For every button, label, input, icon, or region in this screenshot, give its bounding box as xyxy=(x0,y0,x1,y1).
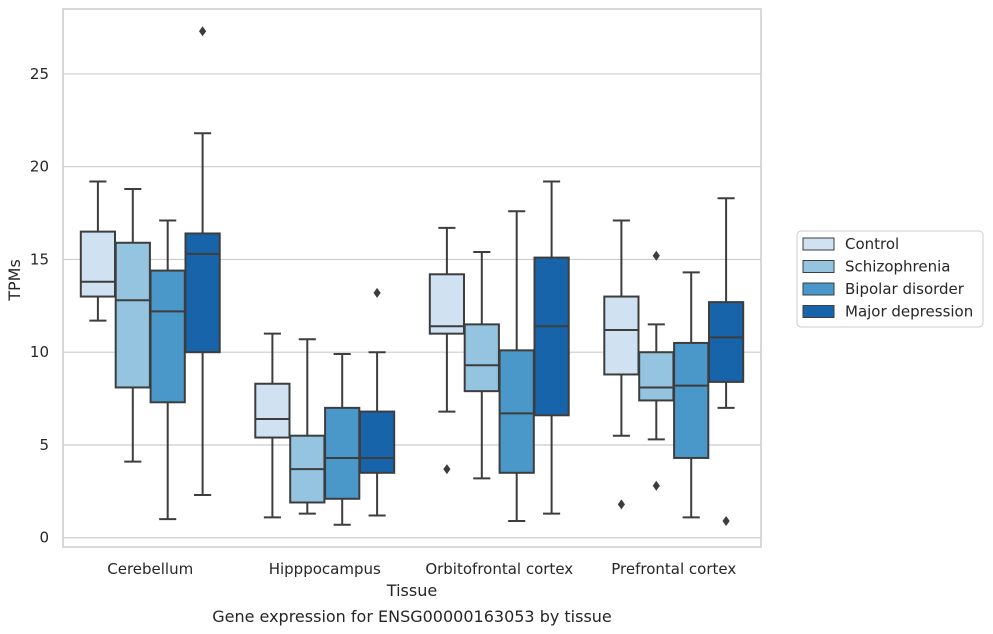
box xyxy=(114,241,151,389)
legend-swatch xyxy=(802,282,835,296)
y-axis-title: TPMs xyxy=(5,259,24,302)
box-plot xyxy=(254,332,291,519)
box xyxy=(533,256,570,417)
box-plot xyxy=(149,219,186,521)
box xyxy=(673,341,710,459)
box-plot xyxy=(707,197,745,527)
box xyxy=(463,323,500,393)
chart-caption: Gene expression for ENSG00000163053 by t… xyxy=(212,607,612,626)
box-plot xyxy=(638,250,675,491)
series-schizophrenia xyxy=(114,187,675,515)
box-plot xyxy=(114,187,151,463)
box xyxy=(707,301,745,383)
box-plot xyxy=(673,271,710,519)
legend: Control Schizophrenia Bipolar disorder Majo… xyxy=(796,230,984,328)
y-tick-label: 25 xyxy=(30,65,49,83)
legend-swatch xyxy=(802,260,835,273)
box xyxy=(324,406,361,500)
x-axis-title: Tissue xyxy=(386,581,437,600)
legend-frame xyxy=(796,230,984,328)
outlier-point xyxy=(617,499,625,510)
x-tick-labels: Cerebellum Hipppocampus Orbitofrontal cort… xyxy=(107,560,736,578)
y-tick-label: 15 xyxy=(30,250,49,268)
y-tick-label: 20 xyxy=(30,158,49,176)
legend-label: Major depression xyxy=(845,303,973,321)
plot-frame xyxy=(62,8,762,548)
box-plot xyxy=(463,251,500,480)
box xyxy=(79,230,117,298)
box-plot xyxy=(498,210,535,523)
legend-swatch xyxy=(802,305,835,318)
y-tick-label: 5 xyxy=(39,436,49,454)
box-plot xyxy=(184,26,221,497)
series-control xyxy=(79,180,640,519)
box xyxy=(638,351,675,402)
box-plot xyxy=(428,226,466,475)
box xyxy=(184,232,221,354)
box xyxy=(149,269,186,404)
box xyxy=(603,295,640,376)
y-tick-labels: 0 5 10 15 20 25 xyxy=(30,65,49,547)
legend-label: Bipolar disorder xyxy=(845,280,965,298)
box-plot xyxy=(358,287,396,517)
legend-label: Schizophrenia xyxy=(845,258,950,276)
x-tick-label: Cerebellum xyxy=(107,560,193,578)
box-plot xyxy=(324,353,361,526)
box xyxy=(358,410,396,474)
series-bipolar-disorder xyxy=(149,210,710,526)
outlier-point xyxy=(443,464,451,475)
outlier-point xyxy=(722,516,730,527)
y-tick-label: 0 xyxy=(39,529,49,547)
box-plot xyxy=(79,180,117,322)
x-tick-label: Orbitofrontal cortex xyxy=(425,560,573,578)
box xyxy=(498,349,535,474)
outlier-point xyxy=(652,250,660,261)
box xyxy=(254,382,291,439)
legend-swatch xyxy=(802,237,835,251)
series-major-depression xyxy=(184,26,745,527)
box-plot xyxy=(289,338,326,515)
box-plot xyxy=(533,180,570,515)
legend-label: Control xyxy=(845,235,899,253)
outlier-point xyxy=(652,480,660,491)
box-plot xyxy=(603,219,640,510)
outlier-point xyxy=(373,287,381,298)
x-tick-label: Hipppocampus xyxy=(269,560,381,578)
box xyxy=(428,273,466,335)
outlier-point xyxy=(199,26,207,37)
box-plot-series xyxy=(79,26,745,527)
y-tick-label: 10 xyxy=(30,343,49,361)
x-tick-label: Prefrontal cortex xyxy=(611,560,736,578)
